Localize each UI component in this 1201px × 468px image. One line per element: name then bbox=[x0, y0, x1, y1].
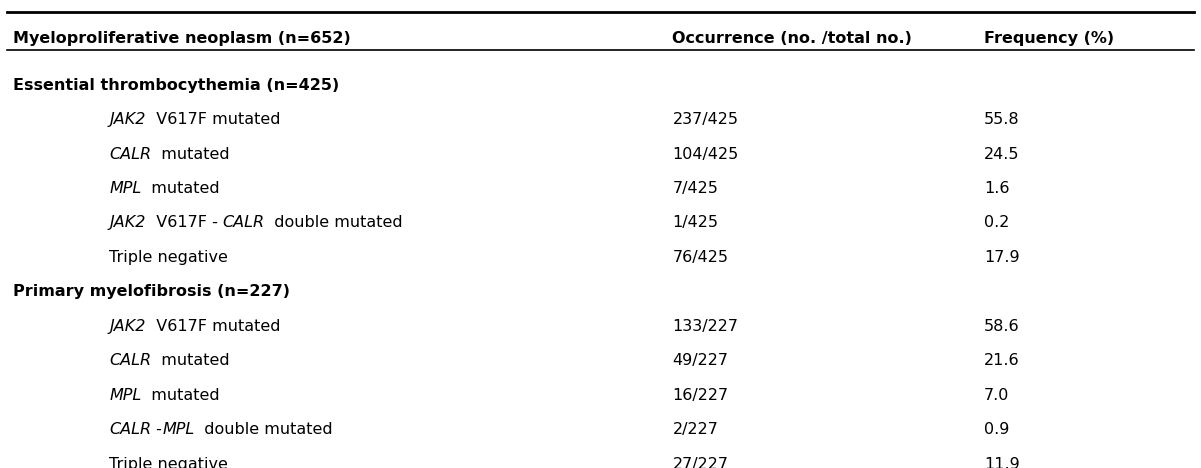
Text: 133/227: 133/227 bbox=[673, 319, 739, 334]
Text: 55.8: 55.8 bbox=[984, 112, 1020, 127]
Text: 21.6: 21.6 bbox=[984, 353, 1020, 368]
Text: MPL: MPL bbox=[162, 422, 195, 437]
Text: mutated: mutated bbox=[151, 146, 229, 161]
Text: Triple negative: Triple negative bbox=[109, 457, 228, 468]
Text: V617F mutated: V617F mutated bbox=[145, 112, 280, 127]
Text: 76/425: 76/425 bbox=[673, 250, 728, 265]
Text: double mutated: double mutated bbox=[195, 422, 333, 437]
Text: CALR: CALR bbox=[109, 146, 151, 161]
Text: V617F mutated: V617F mutated bbox=[145, 319, 280, 334]
Text: Occurrence (no. /total no.): Occurrence (no. /total no.) bbox=[673, 31, 913, 46]
Text: CALR: CALR bbox=[109, 353, 151, 368]
Text: V617F -: V617F - bbox=[145, 215, 222, 230]
Text: double mutated: double mutated bbox=[264, 215, 404, 230]
Text: Frequency (%): Frequency (%) bbox=[984, 31, 1115, 46]
Text: Myeloproliferative neoplasm (n=652): Myeloproliferative neoplasm (n=652) bbox=[13, 31, 351, 46]
Text: JAK2: JAK2 bbox=[109, 112, 145, 127]
Text: CALR: CALR bbox=[222, 215, 264, 230]
Text: Triple negative: Triple negative bbox=[109, 250, 228, 265]
Text: 2/227: 2/227 bbox=[673, 422, 718, 437]
Text: 17.9: 17.9 bbox=[984, 250, 1020, 265]
Text: 7.0: 7.0 bbox=[984, 388, 1009, 402]
Text: JAK2: JAK2 bbox=[109, 319, 145, 334]
Text: 24.5: 24.5 bbox=[984, 146, 1020, 161]
Text: Essential thrombocythemia (n=425): Essential thrombocythemia (n=425) bbox=[13, 78, 340, 93]
Text: 1/425: 1/425 bbox=[673, 215, 718, 230]
Text: JAK2: JAK2 bbox=[109, 215, 145, 230]
Text: -: - bbox=[151, 422, 162, 437]
Text: mutated: mutated bbox=[142, 181, 220, 196]
Text: 0.2: 0.2 bbox=[984, 215, 1009, 230]
Text: Primary myelofibrosis (n=227): Primary myelofibrosis (n=227) bbox=[13, 285, 291, 300]
Text: 27/227: 27/227 bbox=[673, 457, 728, 468]
Text: MPL: MPL bbox=[109, 181, 142, 196]
Text: 11.9: 11.9 bbox=[984, 457, 1020, 468]
Text: 16/227: 16/227 bbox=[673, 388, 729, 402]
Text: mutated: mutated bbox=[151, 353, 229, 368]
Text: mutated: mutated bbox=[142, 388, 220, 402]
Text: 0.9: 0.9 bbox=[984, 422, 1009, 437]
Text: 1.6: 1.6 bbox=[984, 181, 1009, 196]
Text: MPL: MPL bbox=[109, 388, 142, 402]
Text: CALR: CALR bbox=[109, 422, 151, 437]
Text: 58.6: 58.6 bbox=[984, 319, 1020, 334]
Text: 49/227: 49/227 bbox=[673, 353, 728, 368]
Text: 7/425: 7/425 bbox=[673, 181, 718, 196]
Text: 237/425: 237/425 bbox=[673, 112, 739, 127]
Text: 104/425: 104/425 bbox=[673, 146, 739, 161]
